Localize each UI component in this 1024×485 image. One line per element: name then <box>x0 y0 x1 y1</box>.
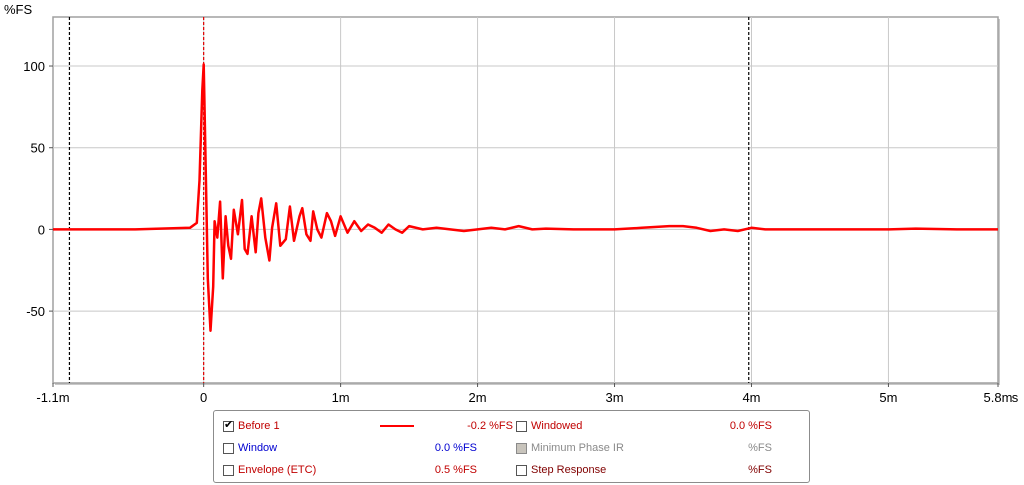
x-tick-label: 4m <box>742 390 760 405</box>
x-axis-unit: s <box>1012 390 1019 405</box>
x-tick-label: 5m <box>879 390 897 405</box>
legend-label-step-response: Step Response <box>531 464 607 476</box>
legend-row-envelope[interactable]: Envelope (ETC) 0.5 %FS <box>223 462 477 478</box>
y-tick-label: 100 <box>23 59 45 74</box>
plot-area <box>52 16 999 384</box>
legend-row-windowed[interactable]: Windowed 0.0 %FS <box>516 418 772 434</box>
legend-checkbox-before-1[interactable]: ✔ <box>223 419 234 432</box>
x-tick-label: 3m <box>605 390 623 405</box>
legend-label-envelope: Envelope (ETC) <box>238 464 317 476</box>
legend-swatch-before-1 <box>380 425 414 427</box>
series-line-before-1 <box>53 63 998 332</box>
y-tick-label: 0 <box>38 222 45 237</box>
legend-value-step-response: %FS <box>748 464 772 476</box>
legend-row-window[interactable]: Window 0.0 %FS <box>223 440 477 456</box>
legend-checkbox-windowed[interactable] <box>516 421 527 432</box>
x-tick-label: 1m <box>332 390 350 405</box>
legend-label-window: Window <box>238 442 278 454</box>
legend-value-window: 0.0 %FS <box>434 442 477 454</box>
legend-checkbox-minimum-phase[interactable] <box>516 443 527 454</box>
legend-row-before-1[interactable]: ✔ Before 1 -0.2 %FS <box>223 418 513 434</box>
x-tick-label: 2m <box>469 390 487 405</box>
legend-row-minimum-phase[interactable]: Minimum Phase IR %FS <box>516 440 772 456</box>
y-tick-label: 50 <box>31 141 45 156</box>
legend-row-step-response[interactable]: Step Response %FS <box>516 462 772 478</box>
x-tick-label: 0 <box>200 390 207 405</box>
legend-panel: ✔ Before 1 -0.2 %FS Window 0.0 %FS Envel… <box>213 410 810 483</box>
legend-checkbox-step-response[interactable] <box>516 465 527 476</box>
legend-label-before-1: Before 1 <box>238 420 280 432</box>
legend-value-envelope: 0.5 %FS <box>434 464 477 476</box>
x-tick-label: -1.1m <box>36 390 69 405</box>
legend-value-minimum-phase: %FS <box>748 442 772 454</box>
y-axis-unit: %FS <box>4 2 33 17</box>
legend-label-windowed: Windowed <box>531 420 583 432</box>
legend-label-minimum-phase: Minimum Phase IR <box>531 442 624 454</box>
x-tick-label: 5.8m <box>984 390 1013 405</box>
legend-checkbox-envelope[interactable] <box>223 465 234 476</box>
legend-value-before-1: -0.2 %FS <box>467 420 513 432</box>
legend-value-windowed: 0.0 %FS <box>729 420 772 432</box>
legend-checkbox-window[interactable] <box>223 443 234 454</box>
y-tick-label: -50 <box>26 304 45 319</box>
check-mark-icon: ✔ <box>224 419 234 431</box>
impulse-response-chart[interactable]: -1.1m 0 1m 2m 3m 4m 5m 5.8m s 100 50 0 -50 %FS <box>0 0 1024 408</box>
